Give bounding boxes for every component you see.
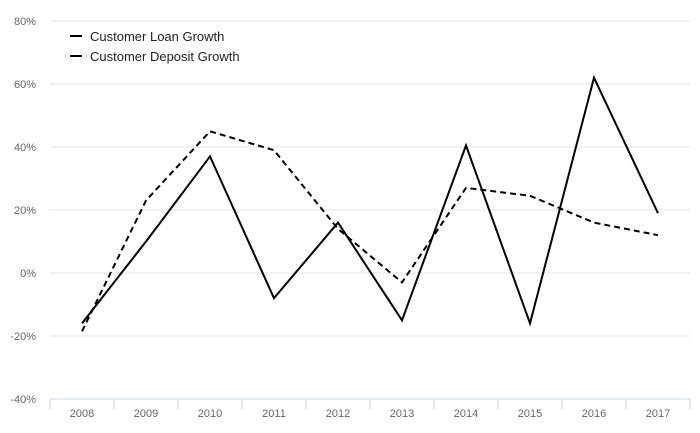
- x-tick-label: 2015: [518, 408, 542, 420]
- data-point[interactable]: [207, 153, 213, 159]
- data-point[interactable]: [463, 142, 469, 148]
- legend-item-loan-growth[interactable]: Customer Loan Growth: [70, 26, 240, 46]
- data-point[interactable]: [399, 279, 405, 285]
- series-line-loan-growth[interactable]: [81, 74, 659, 327]
- x-tick-label: 2013: [390, 408, 414, 420]
- data-point[interactable]: [591, 220, 597, 226]
- legend-label: Customer Loan Growth: [90, 28, 225, 44]
- x-tick-label: 2009: [134, 408, 158, 420]
- dashed-line-swatch-icon: [70, 55, 82, 57]
- gridlines: [50, 20, 690, 337]
- y-tick-label: 60%: [14, 79, 36, 91]
- data-point[interactable]: [79, 328, 85, 334]
- data-point[interactable]: [271, 147, 277, 153]
- legend-item-deposit-growth[interactable]: Customer Deposit Growth: [70, 46, 240, 66]
- data-point[interactable]: [143, 239, 149, 245]
- solid-line-swatch-icon: [70, 35, 82, 37]
- y-tick-label: 80%: [14, 16, 36, 28]
- x-axis: 2008 2009 2010 2011 2012 2013 2014 2015 2016 2017: [49, 398, 691, 420]
- data-point[interactable]: [527, 193, 533, 199]
- x-tick-label: 2014: [454, 408, 478, 420]
- y-tick-label: 20%: [14, 205, 36, 217]
- legend: Customer Loan Growth Customer Deposit Gr…: [70, 26, 240, 66]
- y-tick-label: -40%: [10, 394, 36, 406]
- x-tick-label: 2012: [326, 408, 350, 420]
- y-axis: -40% -20% 0% 20% 40% 60% 80%: [10, 16, 36, 406]
- y-tick-label: -20%: [10, 331, 36, 343]
- series-line-deposit-growth[interactable]: [81, 130, 659, 332]
- legend-label: Customer Deposit Growth: [90, 48, 240, 64]
- data-point[interactable]: [463, 185, 469, 191]
- series-lines: [79, 74, 661, 334]
- data-point[interactable]: [399, 317, 405, 323]
- data-point[interactable]: [271, 295, 277, 301]
- data-point[interactable]: [591, 75, 597, 81]
- x-tick-label: 2017: [646, 408, 670, 420]
- y-tick-label: 0%: [20, 268, 36, 280]
- data-point[interactable]: [527, 320, 533, 326]
- data-point[interactable]: [655, 232, 661, 238]
- data-point[interactable]: [655, 210, 661, 216]
- data-point[interactable]: [79, 320, 85, 326]
- y-tick-label: 40%: [14, 142, 36, 154]
- data-point[interactable]: [335, 226, 341, 232]
- x-tick-label: 2008: [70, 408, 94, 420]
- x-tick-label: 2011: [262, 408, 286, 420]
- x-tick-label: 2016: [582, 408, 606, 420]
- x-tick-label: 2010: [198, 408, 222, 420]
- data-point[interactable]: [335, 220, 341, 226]
- data-point[interactable]: [143, 198, 149, 204]
- data-point[interactable]: [207, 128, 213, 134]
